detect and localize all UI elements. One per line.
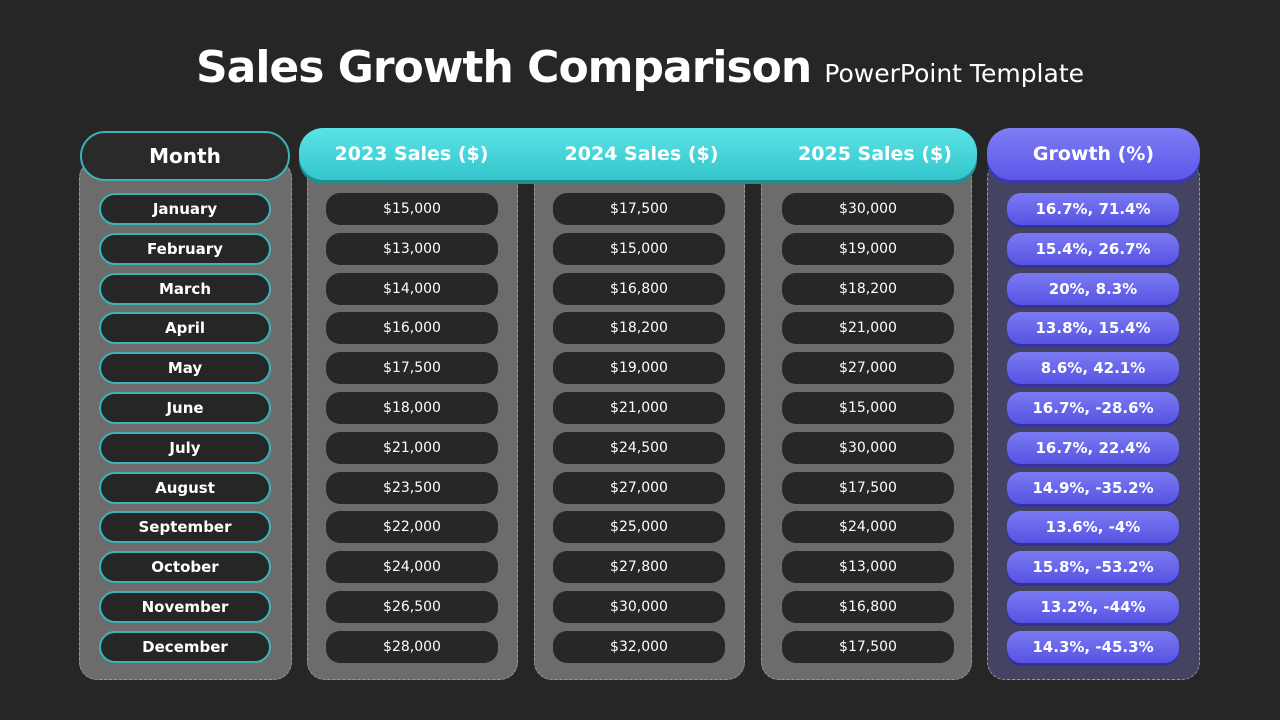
title-sub: PowerPoint Template: [824, 59, 1085, 88]
month-header: Month: [80, 131, 290, 181]
sales-2024-header: 2024 Sales ($): [564, 143, 719, 165]
growth-cell: 16.7%, -28.6%: [1007, 392, 1179, 424]
sales-2024-cell: $17,500: [553, 193, 725, 225]
growth-cell: 20%, 8.3%: [1007, 273, 1179, 305]
sales-2025-cell: $30,000: [782, 193, 954, 225]
sales-2024-cell: $25,000: [553, 511, 725, 543]
sales-2025-cell: $27,000: [782, 352, 954, 384]
sales-header-bar: 2023 Sales ($) 2024 Sales ($) 2025 Sales…: [299, 128, 977, 180]
sales-2025-cell: $21,000: [782, 312, 954, 344]
sales-2025-cell: $30,000: [782, 432, 954, 464]
growth-header: Growth (%): [987, 128, 1200, 180]
sales-2024-cell: $19,000: [553, 352, 725, 384]
sales-2024-cell: $32,000: [553, 631, 725, 663]
sales-2023-cell: $15,000: [326, 193, 498, 225]
sales-2025-cell: $17,500: [782, 472, 954, 504]
month-cell: February: [99, 233, 271, 265]
month-cell: April: [99, 312, 271, 344]
sales-2025-cell: $15,000: [782, 392, 954, 424]
sales-2023-cell: $24,000: [326, 551, 498, 583]
growth-cell: 16.7%, 71.4%: [1007, 193, 1179, 225]
sales-2025-header: 2025 Sales ($): [798, 143, 952, 165]
sales-2023-cell: $26,500: [326, 591, 498, 623]
month-cell: November: [99, 591, 271, 623]
sales-2024-cell: $27,000: [553, 472, 725, 504]
sales-2024-cell: $16,800: [553, 273, 725, 305]
sales-2025-cell: $16,800: [782, 591, 954, 623]
month-cell: August: [99, 472, 271, 504]
sales-2024-cell: $15,000: [553, 233, 725, 265]
sales-2024-cell: $27,800: [553, 551, 725, 583]
slide-title: Sales Growth Comparison PowerPoint Templ…: [0, 42, 1280, 93]
sales-2025-cell: $13,000: [782, 551, 954, 583]
sales-2023-cell: $28,000: [326, 631, 498, 663]
sales-2023-cell: $14,000: [326, 273, 498, 305]
growth-cell: 13.2%, -44%: [1007, 591, 1179, 623]
sales-2024-cell: $24,500: [553, 432, 725, 464]
sales-2023-cell: $22,000: [326, 511, 498, 543]
sales-2023-cell: $18,000: [326, 392, 498, 424]
sales-2023-header: 2023 Sales ($): [334, 143, 489, 165]
month-cell: September: [99, 511, 271, 543]
sales-2025-cell: $18,200: [782, 273, 954, 305]
sales-2025-cell: $17,500: [782, 631, 954, 663]
sales-2023-cell: $17,500: [326, 352, 498, 384]
sales-2023-cell: $21,000: [326, 432, 498, 464]
growth-cell: 16.7%, 22.4%: [1007, 432, 1179, 464]
sales-2024-cell: $30,000: [553, 591, 725, 623]
growth-cell: 15.4%, 26.7%: [1007, 233, 1179, 265]
sales-2025-cell: $19,000: [782, 233, 954, 265]
title-main: Sales Growth Comparison: [195, 42, 812, 93]
month-cell: May: [99, 352, 271, 384]
month-cell: June: [99, 392, 271, 424]
sales-2024-cell: $21,000: [553, 392, 725, 424]
month-cell: October: [99, 551, 271, 583]
sales-2025-cell: $24,000: [782, 511, 954, 543]
sales-2023-cell: $13,000: [326, 233, 498, 265]
month-cell: July: [99, 432, 271, 464]
growth-cell: 8.6%, 42.1%: [1007, 352, 1179, 384]
sales-2023-cell: $16,000: [326, 312, 498, 344]
growth-cell: 13.8%, 15.4%: [1007, 312, 1179, 344]
growth-cell: 14.3%, -45.3%: [1007, 631, 1179, 663]
month-cell: January: [99, 193, 271, 225]
growth-cell: 14.9%, -35.2%: [1007, 472, 1179, 504]
sales-2024-cell: $18,200: [553, 312, 725, 344]
growth-cell: 13.6%, -4%: [1007, 511, 1179, 543]
month-cell: March: [99, 273, 271, 305]
growth-cell: 15.8%, -53.2%: [1007, 551, 1179, 583]
month-cell: December: [99, 631, 271, 663]
sales-2023-cell: $23,500: [326, 472, 498, 504]
